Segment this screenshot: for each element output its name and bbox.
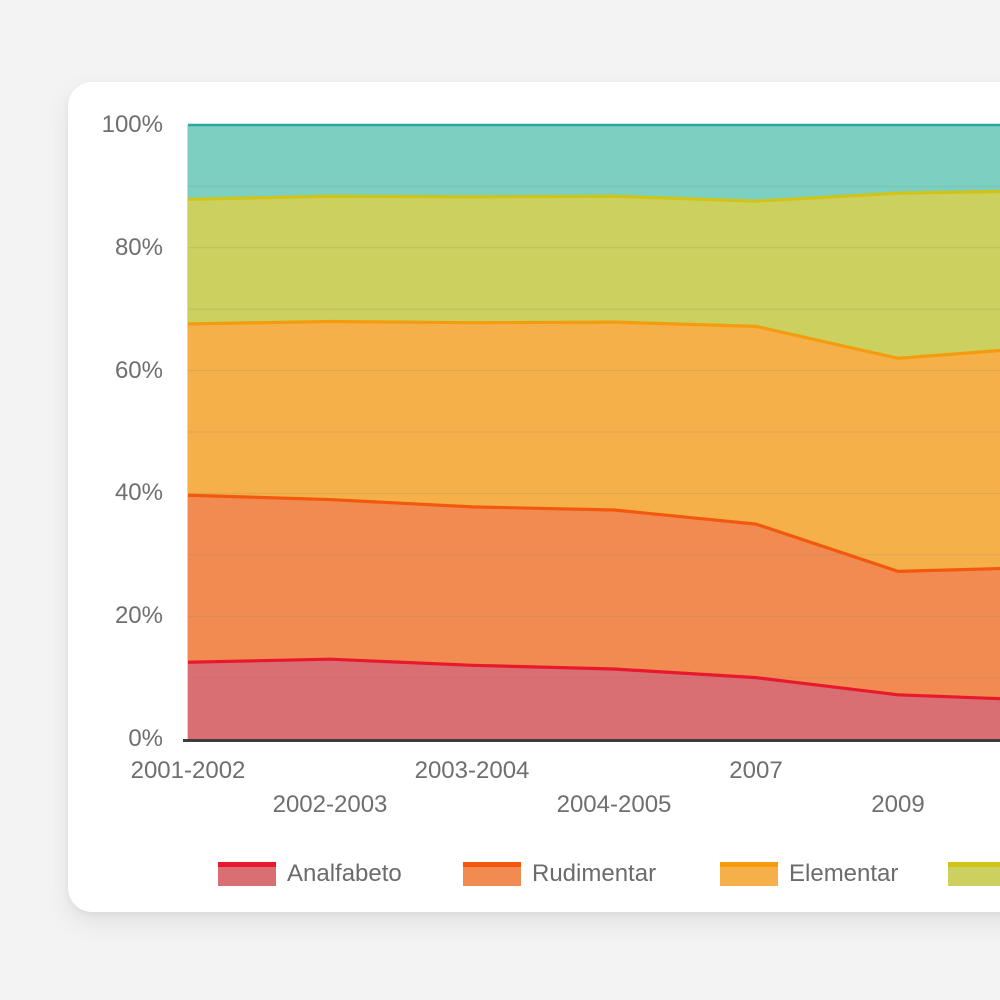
legend-swatch-icon bbox=[948, 862, 1000, 886]
series-line-series-4 bbox=[187, 189, 1000, 203]
series-line-rudimentar bbox=[187, 493, 1000, 573]
legend-item-elementar[interactable]: Elementar bbox=[720, 860, 898, 888]
x-axis-tick-label: 2004-2005 bbox=[556, 791, 672, 818]
legend-item-analfabeto[interactable]: Analfabeto bbox=[218, 860, 402, 888]
x-axis-tick-label: 2003-2004 bbox=[414, 757, 530, 784]
area-band-series-4 bbox=[188, 191, 1000, 359]
area-band-elementar bbox=[188, 321, 1000, 572]
legend-label: Analfabeto bbox=[287, 860, 402, 887]
legend-swatch-icon bbox=[463, 862, 521, 886]
area-band-rudimentar bbox=[188, 495, 1000, 699]
x-axis-tick-label: 2001-2002 bbox=[130, 757, 246, 784]
series-line-elementar bbox=[187, 319, 1000, 360]
y-axis-tick-label: 0% bbox=[128, 725, 163, 752]
y-axis-tick-label: 60% bbox=[114, 356, 163, 384]
legend-label: Rudimentar bbox=[532, 860, 657, 887]
legend-label: Elementar bbox=[789, 860, 899, 887]
legend-item-rudimentar[interactable]: Rudimentar bbox=[463, 860, 656, 888]
y-axis-tick-label: 100% bbox=[101, 111, 163, 138]
legend-swatch-icon bbox=[218, 862, 276, 886]
x-axis-tick-label: 2002-2003 bbox=[272, 791, 388, 818]
series-line-analfabeto bbox=[187, 657, 1000, 701]
y-axis-tick-label: 80% bbox=[114, 233, 163, 261]
x-axis-tick-label: 2009 bbox=[871, 791, 925, 818]
y-axis-tick-label: 40% bbox=[114, 479, 163, 507]
x-axis-tick-label: 2007 bbox=[729, 757, 783, 784]
area-band-analfabeto bbox=[188, 659, 1000, 739]
legend-swatch-icon bbox=[720, 862, 778, 886]
y-axis-tick-label: 20% bbox=[114, 602, 163, 630]
area-band-series-5 bbox=[188, 125, 1000, 202]
legend-item-clipped[interactable] bbox=[948, 860, 1000, 888]
